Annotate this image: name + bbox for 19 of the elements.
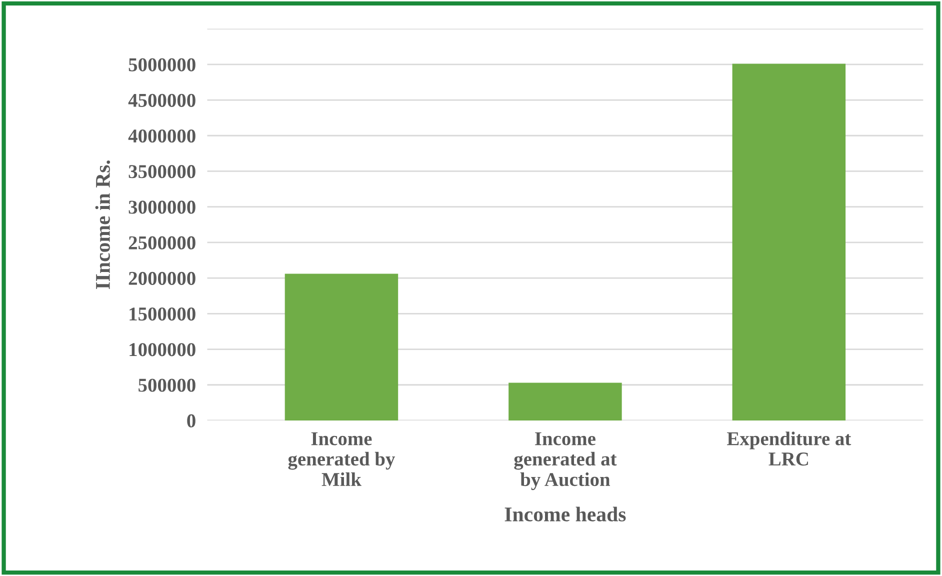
- y-tick-label: 5000000: [128, 58, 196, 72]
- bar: [284, 274, 398, 420]
- y-tick-label: 4000000: [128, 129, 196, 143]
- y-tick-label: 1000000: [130, 343, 196, 356]
- y-tick-label: 2500000: [128, 236, 196, 250]
- y-axis-title: IIncome in Rs.: [95, 160, 110, 290]
- y-tick-label: 3000000: [128, 200, 196, 214]
- y-tick-label: 1500000: [130, 307, 196, 321]
- x-axis-title: Income heads: [504, 506, 626, 522]
- x-tick-label: Expenditure at LRC: [727, 432, 852, 466]
- y-tick-label: 4500000: [128, 94, 196, 107]
- x-tick-label: Income generated at by Auction: [514, 432, 617, 490]
- y-tick-label: 3500000: [128, 165, 196, 178]
- x-tick-label: Income generated by Milk: [288, 432, 396, 486]
- y-tick-label: 0: [187, 414, 196, 428]
- bar: [732, 64, 846, 420]
- bar: [508, 382, 622, 420]
- y-tick-label: 2000000: [128, 272, 196, 285]
- y-tick-label: 500000: [138, 378, 196, 392]
